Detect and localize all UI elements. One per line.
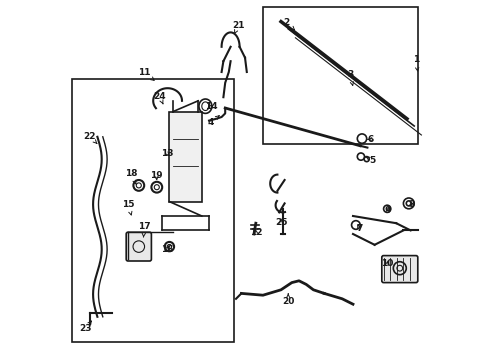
Text: 19: 19 (150, 171, 163, 180)
Bar (72, 79, 234, 342)
Text: 1: 1 (413, 55, 419, 71)
Text: 20: 20 (282, 294, 294, 306)
Text: 12: 12 (249, 228, 262, 237)
Text: 21: 21 (232, 22, 245, 33)
Text: 25: 25 (275, 217, 287, 227)
Text: 6: 6 (368, 135, 374, 144)
Text: 23: 23 (79, 321, 92, 333)
Text: 16: 16 (161, 245, 174, 253)
Text: 9: 9 (385, 206, 391, 215)
Bar (170, 112, 202, 202)
Text: 7: 7 (356, 224, 363, 233)
FancyBboxPatch shape (126, 232, 151, 261)
Text: 18: 18 (125, 170, 138, 184)
Text: 10: 10 (381, 259, 393, 268)
Text: 15: 15 (122, 199, 134, 215)
Text: 17: 17 (138, 222, 150, 237)
Text: 8: 8 (409, 200, 415, 209)
Text: 3: 3 (347, 71, 354, 85)
Text: 4: 4 (208, 116, 219, 127)
Text: 2: 2 (283, 18, 294, 30)
FancyBboxPatch shape (382, 256, 418, 283)
Text: 22: 22 (83, 132, 97, 144)
Text: 13: 13 (161, 149, 173, 158)
Text: 24: 24 (153, 92, 166, 104)
Bar (263, 7, 418, 144)
Text: 14: 14 (205, 103, 218, 112)
Text: 11: 11 (138, 68, 154, 80)
Text: 5: 5 (366, 156, 375, 165)
